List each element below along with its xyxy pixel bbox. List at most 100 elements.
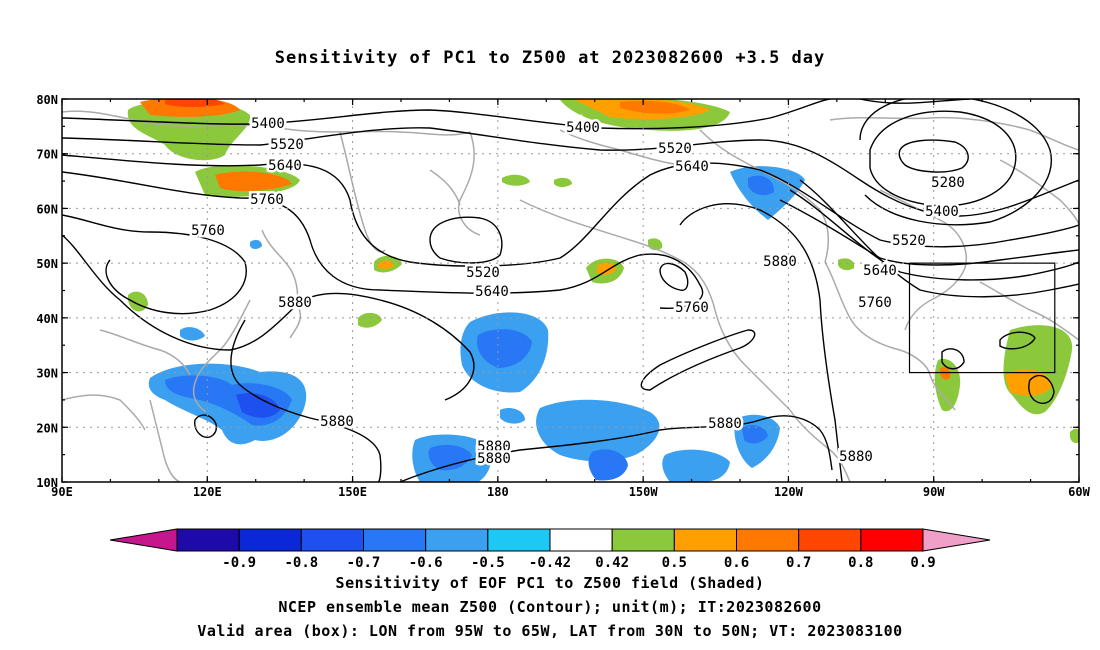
contour-east [789, 189, 1079, 281]
shade-negative [748, 175, 775, 196]
axis-ticks [61, 98, 1080, 483]
x-tick-label: 150W [629, 485, 659, 499]
shade-negative [500, 408, 525, 424]
y-tick-label: 80N [36, 93, 58, 107]
contour-label: 5880 [708, 416, 742, 432]
colorbar-swatch [238, 528, 302, 552]
y-tick-label: 20N [36, 421, 58, 435]
caption-contour: NCEP ensemble mean Z500 (Contour); unit(… [278, 598, 822, 616]
contour-label: 5280 [931, 175, 965, 191]
shade-negative [250, 239, 262, 249]
colorbar-label: 0.6 [724, 555, 749, 571]
colorbar-swatch [549, 528, 613, 552]
contour-label: 5400 [925, 204, 959, 220]
contour-5880 [62, 214, 247, 315]
shade-positive [1070, 428, 1079, 443]
shade-positive [502, 174, 530, 186]
colorbar-label: 0.7 [786, 555, 811, 571]
contour-5640 [62, 154, 1079, 267]
contour-label: 5880 [477, 439, 511, 455]
y-tick-label: 70N [36, 148, 58, 162]
shade-negative [662, 449, 730, 482]
shade-positive [838, 258, 855, 271]
shade-negative [536, 399, 660, 462]
contour-5880 [230, 319, 382, 482]
contour-label: 5640 [268, 158, 302, 174]
colorbar-label: 0.42 [595, 555, 629, 571]
colorbar-swatch [736, 528, 800, 552]
y-tick-label: 50N [36, 257, 58, 271]
x-axis-labels: 90E 120E 150E 180 150W 120W 90W 60W [51, 485, 1090, 499]
contour-label: 5520 [466, 265, 500, 281]
x-tick-label: 150E [338, 485, 367, 499]
contour-label: 5640 [863, 263, 897, 279]
colorbar-swatch [673, 528, 737, 552]
y-tick-label: 10N [36, 476, 58, 490]
contour-label: 5400 [251, 116, 285, 132]
shade-positive [934, 358, 961, 412]
contour-label: 5880 [278, 295, 312, 311]
chart-title: Sensitivity of PC1 to Z500 at 2023082600… [274, 48, 826, 68]
contour-outer [62, 234, 475, 401]
shade-negative [428, 444, 472, 471]
colorbar-label: -0.8 [284, 555, 318, 571]
colorbar-swatch [176, 528, 240, 552]
shade-negative [476, 329, 532, 368]
contour-label: 5400 [566, 120, 600, 136]
contour-label: 5640 [675, 159, 709, 175]
caption-valid-area: Valid area (box): LON from 95W to 65W, L… [197, 622, 903, 640]
x-tick-label: 120E [193, 485, 222, 499]
colorbar-label: 0.5 [662, 555, 687, 571]
z500-contours [62, 99, 1079, 482]
x-tick-label: 120W [774, 485, 804, 499]
contour-label: 5760 [191, 223, 225, 239]
valid-area-box [908, 262, 1056, 374]
contour-label: 5760 [858, 295, 892, 311]
contour-east [779, 199, 1079, 266]
colorbar-label: -0.7 [347, 555, 381, 571]
contour-labels: 5400 5520 5640 5760 5760 5880 5880 5880 … [189, 114, 968, 470]
shade-positive [215, 171, 292, 192]
contour-low [659, 262, 689, 291]
colorbar-swatch [363, 528, 427, 552]
y-tick-label: 30N [36, 367, 58, 381]
contour-low [429, 216, 503, 264]
shade-negative [588, 449, 628, 481]
x-tick-label: 60W [1068, 485, 1090, 499]
x-tick-label: 90W [923, 485, 945, 499]
contour-label: 5520 [658, 141, 692, 157]
x-tick-label: 180 [487, 485, 509, 499]
contour-5880 [640, 329, 756, 391]
contour-label: 5880 [477, 451, 511, 467]
colorbar-label: 0.8 [848, 555, 873, 571]
contour-label: 5880 [839, 449, 873, 465]
contour-5520 [62, 127, 1079, 217]
contour-cutoff [1028, 374, 1055, 404]
shade-positive [165, 99, 225, 107]
colorbar-swatch [300, 528, 365, 552]
contour-5880 [399, 415, 833, 482]
colorbar-swatch [860, 528, 924, 552]
shade-negative [236, 393, 280, 418]
colorbar-end-low [109, 528, 178, 552]
shade-positive [940, 367, 951, 380]
colorbar-label: -0.9 [222, 555, 256, 571]
colorbar-label: -0.42 [529, 555, 571, 571]
y-axis-labels: 10N 20N 30N 40N 50N 60N 70N 80N [36, 93, 58, 490]
colorbar-swatch [425, 528, 489, 552]
colorbar-label: -0.5 [471, 555, 505, 571]
contour-5760 [62, 171, 704, 309]
y-tick-label: 60N [36, 202, 58, 216]
shade-positive [597, 262, 616, 275]
colorbar-swatch [798, 528, 862, 552]
contour-label: 5640 [475, 284, 509, 300]
contour-ring [859, 99, 1053, 226]
colorbar-swatch [487, 528, 551, 552]
contour-label: 5760 [675, 300, 709, 316]
contour-5880 [679, 203, 843, 482]
contour-cutoff [194, 414, 217, 438]
contour-label: 5760 [250, 192, 284, 208]
shade-positive [378, 260, 394, 270]
contour-5400 [62, 99, 831, 130]
